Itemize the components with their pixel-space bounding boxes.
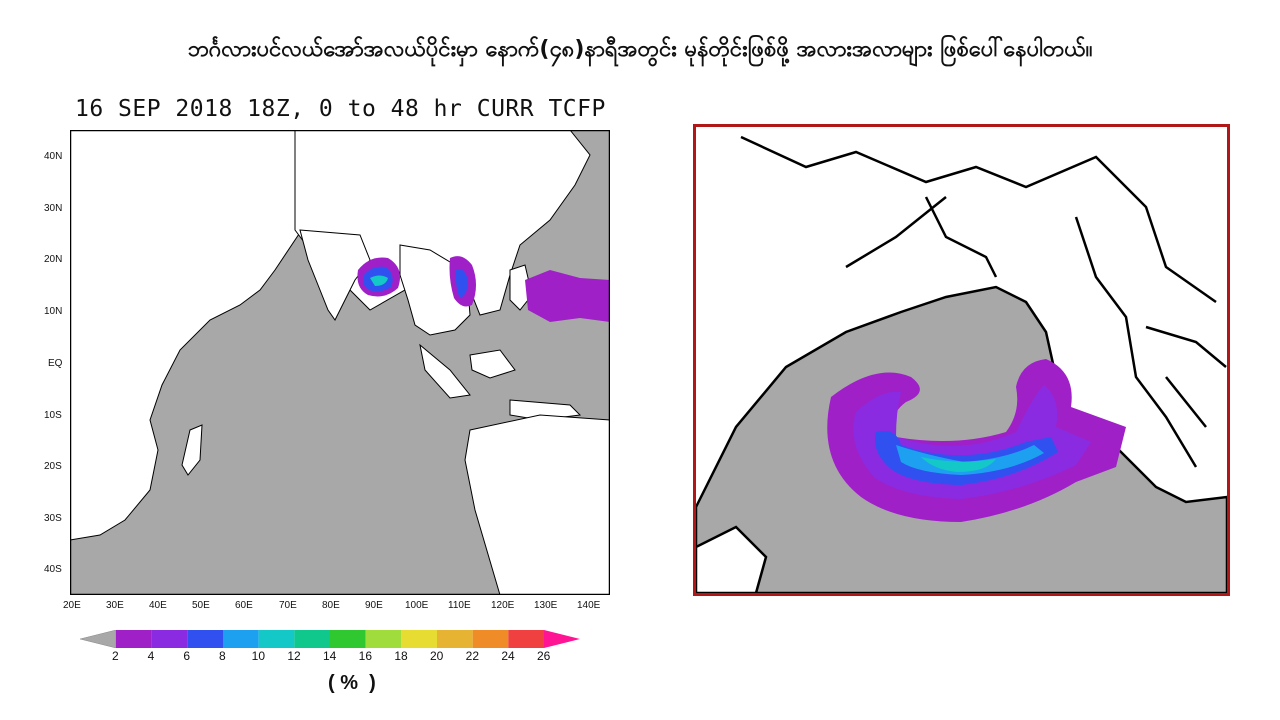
lon-label: 120E [491,600,515,611]
lat-label: 30S [44,513,62,524]
lon-label: 140E [577,600,601,611]
zoom-tcfp-crescent [827,359,1126,522]
colorbar-max-arrow [544,630,580,648]
lon-label: 20E [63,600,81,611]
colorbar-tick-label: 22 [465,649,480,663]
colorbar-swatch [330,630,366,648]
colorbar-swatch [294,630,330,648]
colorbar-tick-label: 12 [287,649,301,663]
land-madagascar [181,424,203,476]
lat-label: EQ [48,358,63,369]
colorbar [80,630,580,648]
colorbar-tick-label: 24 [501,649,515,663]
colorbar-swatch [472,630,509,648]
colorbar-tick-label: 14 [323,649,337,663]
colorbar-tick-label: 4 [147,649,155,663]
lon-label: 130E [534,600,558,611]
tcfp-map [69,129,611,596]
lon-label: 90E [365,600,383,611]
colorbar-tick-label: 26 [537,649,551,663]
colorbar-tick-label: 6 [183,649,191,663]
land-philippines [509,264,533,311]
map-canvas [69,129,611,596]
lat-label: 10N [44,306,63,317]
lat-label: 20S [44,461,62,472]
zoom-canvas [696,127,1227,593]
zoom-panel [693,124,1230,596]
colorbar-swatch [116,630,152,648]
colorbar-tick-label: 16 [358,649,373,663]
colorbar-tick-label: 18 [394,649,408,663]
tcfp-bay-of-bengal [357,257,401,297]
lat-label: 20N [44,254,63,265]
zoom-sri-lanka-coast [696,525,768,593]
lon-label: 110E [448,600,471,611]
colorbar-tick-label: 20 [430,649,444,663]
lat-label: 10S [44,410,62,421]
colorbar-swatch [437,630,473,648]
tcfp-western-pacific [525,270,610,322]
land-india [299,229,371,321]
lat-label: 30N [44,203,63,214]
lon-label: 70E [279,600,297,611]
colorbar-swatch [365,630,402,648]
lon-label: 40E [149,600,167,611]
unit-label: ( % ) [328,672,376,694]
colorbar-swatch [508,630,544,648]
lon-label: 60E [235,600,253,611]
colorbar-min-arrow [80,630,117,648]
colorbar-tick-label: 8 [219,649,226,663]
colorbar-swatch [187,630,223,648]
colorbar-swatch [223,630,259,648]
colorbar-swatch [401,630,437,648]
map-title: 16 SEP 2018 18Z, 0 to 48 hr CURR TCFP [75,96,606,122]
zoom-borders [740,135,1227,468]
lat-label: 40N [44,151,63,162]
colorbar-swatch [151,630,188,648]
lon-label: 30E [106,600,124,611]
lon-label: 100E [405,600,429,611]
tcfp-south-china-sea [449,256,476,307]
colorbar-swatch [258,630,295,648]
lon-label: 50E [192,600,210,611]
lon-label: 80E [322,600,340,611]
colorbar-tick-label: 10 [251,649,266,663]
lat-label: 40S [44,564,62,575]
zoom-ocean [696,285,1227,593]
headline: ဘင်္ဂလားပင်လယ်အော်အလယ်ပိုင်းမှာ နောက်(၄၈… [187,37,1093,62]
colorbar-tick-label: 2 [112,649,119,663]
